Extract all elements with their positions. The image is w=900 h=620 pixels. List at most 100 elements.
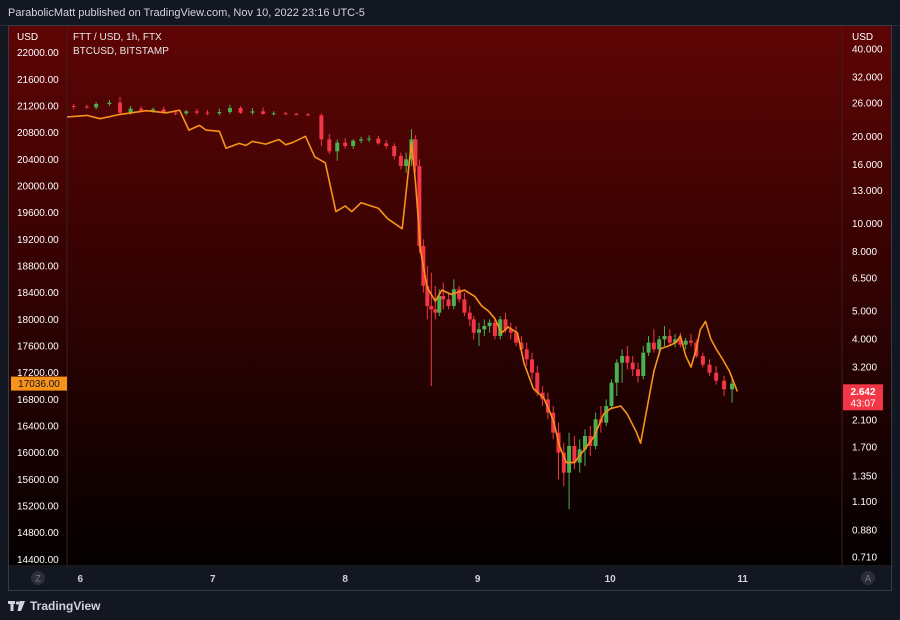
candle-body (625, 356, 630, 363)
candle-body (457, 289, 462, 300)
zoom-left-button[interactable] (31, 571, 45, 585)
right-axis-tick-label: 10.000 (852, 219, 883, 230)
zoom-right-button[interactable] (861, 571, 875, 585)
candle-body (173, 112, 178, 114)
right-axis-tick-label: 0.710 (852, 552, 877, 563)
left-axis-tick-label: 16800.00 (17, 395, 59, 406)
right-axis-unit: USD (852, 32, 873, 43)
candle-body (508, 329, 513, 333)
tradingview-logo-icon[interactable] (8, 600, 25, 612)
candle-body (524, 349, 529, 360)
candle-body (646, 342, 651, 353)
left-axis-tick-label: 20800.00 (17, 128, 59, 139)
btc-current-badge (11, 376, 67, 391)
right-axis-ticks[interactable]: 40.000 32.000 26.000 20.000 16.000 13.000 10.0… (852, 44, 883, 563)
right-axis-tick-label: 16.000 (852, 160, 883, 171)
candle-body (306, 114, 311, 116)
left-axis-tick-label: 21200.00 (17, 102, 59, 113)
candle-body (417, 166, 422, 246)
time-axis-tick-label: 11 (737, 574, 748, 585)
candle-body (319, 115, 324, 140)
candle-body (161, 109, 166, 113)
candle-body (487, 322, 492, 326)
legend-overlay-symbol[interactable]: BTCUSD, BITSTAMP (73, 46, 169, 57)
candle-body (630, 362, 635, 370)
candle-body (217, 112, 222, 114)
publish-info-text: ParabolicMatt published on TradingView.c… (8, 7, 365, 19)
candle-body (700, 356, 705, 365)
left-axis-tick-label: 20400.00 (17, 155, 59, 166)
candle-body (662, 336, 667, 340)
candle-body (238, 108, 243, 113)
candle-body (688, 340, 693, 343)
candle-body (482, 326, 487, 330)
right-axis-tick-label: 5.000 (852, 306, 877, 317)
candle-body (376, 138, 381, 144)
candle-body (139, 108, 144, 111)
candle-body (678, 339, 683, 345)
chart-frame[interactable]: USD USD FTT / USD, 1h, FTX BTCUSD, BITST… (8, 25, 892, 591)
right-axis-tick-label: 40.000 (852, 44, 883, 55)
candle-body (429, 306, 434, 310)
legend-main-symbol[interactable]: FTT / USD, 1h, FTX (73, 32, 162, 43)
right-axis-tick-label: 3.200 (852, 363, 877, 374)
time-axis-tick-label: 9 (475, 574, 481, 585)
time-axis-tick-label: 7 (210, 574, 216, 585)
candle-body (250, 111, 255, 113)
candle-body (446, 299, 451, 306)
left-axis-tick-label: 18400.00 (17, 288, 59, 299)
candle-body (327, 139, 332, 152)
right-axis-tick-label: 26.000 (852, 99, 883, 110)
left-axis-tick-label: 15200.00 (17, 502, 59, 513)
candle-body (359, 139, 364, 141)
zoom-right-label: A (865, 574, 871, 584)
candle-body (492, 322, 497, 336)
candle-body (471, 319, 476, 333)
left-axis-tick-label: 22000.00 (17, 48, 59, 59)
left-axis-ticks[interactable]: 22000.00 21600.00 21200.00 20800.00 20400.00… (17, 48, 59, 566)
right-axis-tick-label: 32.000 (852, 73, 883, 84)
publish-header: ParabolicMatt published on TradingView.c… (0, 0, 900, 26)
candle-body (514, 332, 519, 343)
candle-body (620, 356, 625, 363)
left-axis-tick-label: 17200.00 (17, 368, 59, 379)
left-axis-tick-label: 14400.00 (17, 555, 59, 566)
candle-body (194, 111, 199, 113)
right-axis-tick-label: 1.350 (852, 471, 877, 482)
footer-brand[interactable]: TradingView (30, 599, 101, 613)
candle-body (477, 329, 482, 333)
candle-body (714, 372, 719, 381)
candle-body (351, 140, 356, 146)
candle-body (451, 289, 456, 306)
left-axis-tick-label: 15600.00 (17, 475, 59, 486)
candle-body (582, 436, 587, 450)
candle-body (413, 139, 418, 166)
right-axis-tick-label: 13.000 (852, 186, 883, 197)
candle-body (294, 114, 299, 115)
candle-body (384, 143, 389, 146)
candle-body (651, 342, 656, 350)
right-axis-tick-label: 0.880 (852, 525, 877, 536)
left-axis-tick-label: 19600.00 (17, 208, 59, 219)
chart-background (9, 26, 891, 590)
time-axis-background (9, 567, 891, 590)
right-axis-tick-label: 4.000 (852, 335, 877, 346)
price-chart[interactable]: USD USD FTT / USD, 1h, FTX BTCUSD, BITST… (9, 26, 891, 590)
time-axis-ticks[interactable]: 6 7 8 9 10 11 (77, 574, 748, 585)
candle-body (604, 406, 609, 423)
candle-body (335, 142, 340, 152)
left-axis-tick-label: 17600.00 (17, 342, 59, 353)
left-axis-tick-label: 16000.00 (17, 448, 59, 459)
candle-body (71, 106, 76, 107)
candle-body (398, 156, 403, 166)
ftt-price-line (66, 109, 739, 464)
left-axis-tick-label: 18000.00 (17, 315, 59, 326)
candle-body (707, 364, 712, 373)
right-axis-tick-label: 8.000 (852, 247, 877, 258)
candle-body (227, 108, 232, 112)
bar-countdown: 43:07 (850, 398, 875, 409)
candle-body (635, 369, 640, 376)
candle-body (283, 113, 288, 115)
candle-body (614, 362, 619, 383)
